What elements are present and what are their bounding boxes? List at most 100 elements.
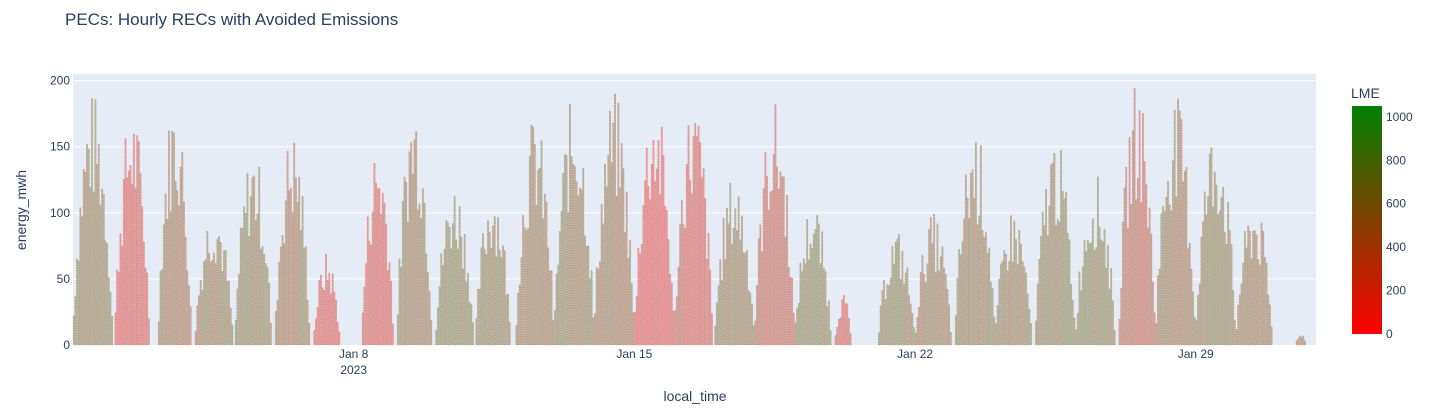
hourly-bar <box>821 231 824 346</box>
hourly-bar <box>690 193 693 346</box>
hourly-bar <box>543 193 546 346</box>
hourly-bar <box>1238 294 1241 346</box>
hourly-bar <box>482 233 484 346</box>
hourly-bar <box>590 270 593 346</box>
hourly-bar <box>816 215 819 346</box>
hourly-bar <box>492 225 494 346</box>
hourly-bar <box>827 300 830 346</box>
hourly-bar <box>595 267 598 346</box>
hourly-bar <box>291 212 294 346</box>
hourly-bar <box>141 206 144 346</box>
hourly-bar <box>426 271 429 346</box>
hourly-bar <box>490 247 493 346</box>
hourly-bar <box>1090 242 1093 346</box>
hourly-bar <box>234 319 237 346</box>
hourly-bar <box>281 235 284 346</box>
hourly-bar <box>1247 225 1250 346</box>
hourly-bar <box>1065 192 1068 346</box>
hourly-bar <box>1197 294 1200 346</box>
hourly-bar <box>223 250 225 346</box>
hourly-bar <box>1253 230 1256 346</box>
hourly-bar <box>923 273 926 346</box>
hourly-bar <box>1073 317 1076 346</box>
hourly-bar <box>988 247 991 346</box>
hourly-bar <box>610 162 613 346</box>
colorbar-tick-label: 600 <box>1386 197 1406 211</box>
hourly-bar <box>634 312 636 346</box>
hourly-bar <box>878 332 880 346</box>
hourly-bar <box>263 254 266 346</box>
hourly-bar <box>274 311 277 346</box>
hourly-bar <box>101 188 104 346</box>
hourly-bar <box>478 288 481 346</box>
hourly-bar <box>450 248 453 346</box>
hourly-bar <box>1205 214 1208 346</box>
hourly-bar <box>1168 204 1171 346</box>
hourly-bar <box>619 187 621 346</box>
hourly-bar <box>457 248 459 346</box>
hourly-bar <box>1235 329 1238 346</box>
hourly-bar <box>1237 304 1240 346</box>
hourly-bar <box>72 315 75 346</box>
hourly-bar <box>804 263 807 346</box>
hourly-bar <box>742 252 745 346</box>
hourly-bar <box>1058 221 1061 346</box>
hourly-bar <box>807 259 810 346</box>
hourly-bar <box>612 122 615 346</box>
hourly-bar <box>1085 250 1088 346</box>
hourly-bar <box>704 198 707 346</box>
hourly-bar <box>488 231 491 346</box>
hourly-bar <box>1098 226 1101 346</box>
hourly-bar <box>1153 312 1156 346</box>
hourly-bar <box>680 200 683 346</box>
hourly-bar <box>228 280 231 346</box>
hourly-bar <box>637 248 640 346</box>
x-tick-label: Jan 15 <box>616 347 652 361</box>
hourly-bar <box>1055 225 1057 346</box>
hourly-bar <box>909 303 912 346</box>
hourly-bar <box>941 246 944 346</box>
hourly-bar <box>607 154 610 346</box>
hourly-bar <box>179 166 182 346</box>
hourly-bar <box>1080 290 1083 346</box>
hourly-bar <box>919 272 922 346</box>
hourly-bar <box>236 288 239 346</box>
hourly-bar <box>244 213 247 346</box>
hourly-bar <box>1021 261 1024 346</box>
hourly-bar <box>903 283 905 346</box>
hourly-bar <box>848 318 850 346</box>
hourly-bar <box>695 136 698 346</box>
hourly-bar <box>1232 290 1235 346</box>
colorbar-tick-label: 400 <box>1386 240 1406 254</box>
hourly-bar <box>1056 219 1059 346</box>
hourly-bar <box>527 228 530 346</box>
hourly-bar <box>657 140 660 346</box>
hourly-bar <box>964 174 967 346</box>
hourly-bar <box>577 195 580 346</box>
hourly-bar <box>694 123 697 346</box>
hourly-bar <box>1120 287 1123 346</box>
hourly-bar <box>575 181 578 346</box>
hourly-bar <box>1091 218 1094 346</box>
hourly-bar <box>894 241 897 346</box>
hourly-bar <box>1158 269 1161 346</box>
hourly-bar <box>540 140 543 346</box>
hourly-bar <box>1267 294 1270 346</box>
hourly-bar <box>978 215 981 346</box>
y-tick-label: 200 <box>50 74 70 88</box>
hourly-bar <box>1101 241 1104 346</box>
hourly-bar <box>119 233 122 346</box>
hourly-bar <box>602 223 605 346</box>
hourly-bar <box>102 193 105 346</box>
hourly-bar <box>1183 170 1186 346</box>
hourly-bar <box>283 243 286 346</box>
hourly-bar <box>744 252 747 346</box>
hourly-bar <box>1068 239 1071 346</box>
hourly-bar <box>563 154 566 346</box>
hourly-bar <box>622 168 625 346</box>
hourly-bar <box>109 291 112 346</box>
hourly-bar <box>238 273 241 346</box>
hourly-bar <box>288 190 291 346</box>
hourly-bar <box>650 164 653 346</box>
hourly-bar <box>585 246 588 346</box>
